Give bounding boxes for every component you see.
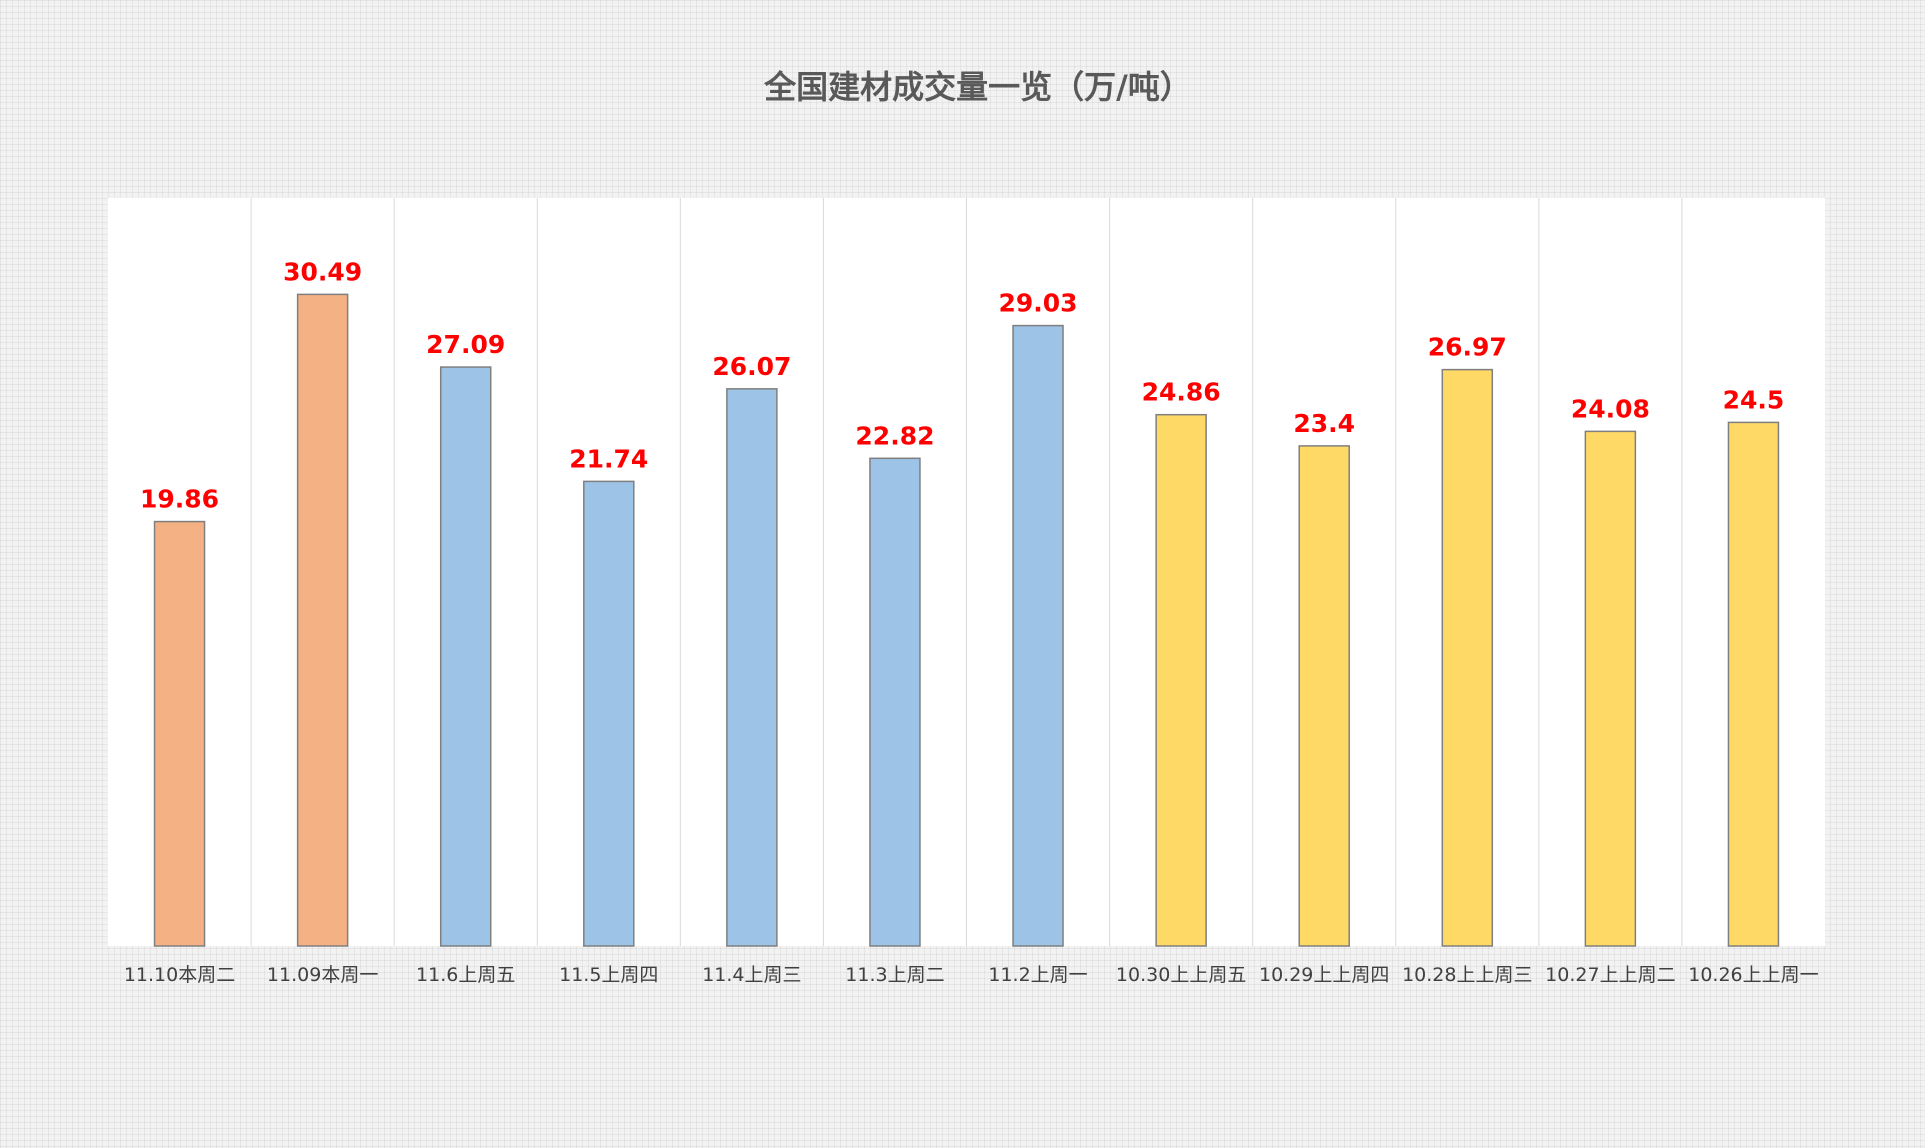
x-tick-label: 10.27上上周二 — [1545, 964, 1675, 986]
data-labels: 19.86 30.49 27.09 21.74 26.07 22.82 29.03 24.86… — [140, 257, 1784, 513]
bar — [869, 457, 921, 947]
grid — [250, 198, 1683, 946]
x-tick-label: 10.26上上周一 — [1688, 964, 1818, 986]
data-label: 26.97 — [1428, 333, 1507, 362]
bar — [153, 520, 206, 947]
bar — [1584, 430, 1637, 947]
x-tick-label: 11.10本周二 — [124, 964, 235, 986]
x-tick-label: 11.3上周二 — [845, 964, 944, 986]
x-tick-label: 11.5上周四 — [559, 964, 658, 986]
data-label: 24.86 — [1142, 378, 1221, 407]
bar — [439, 366, 492, 947]
data-label: 19.86 — [140, 485, 219, 514]
data-label: 24.08 — [1571, 394, 1650, 423]
bar — [1298, 445, 1350, 947]
x-tick-label: 10.28上上周三 — [1402, 964, 1532, 986]
data-label: 22.82 — [855, 421, 934, 450]
bar — [1727, 421, 1780, 947]
bar — [726, 388, 778, 947]
data-label: 30.49 — [283, 257, 362, 286]
x-tick-label: 11.09本周一 — [267, 964, 378, 986]
data-label: 21.74 — [569, 444, 648, 473]
x-tick-labels: 11.10本周二 11.09本周一 11.6上周五 11.5上周四 11.4上周三 11.… — [124, 964, 1819, 986]
bar — [296, 293, 349, 947]
bar — [583, 480, 635, 947]
x-tick-label: 11.6上周五 — [416, 964, 515, 986]
data-label: 23.4 — [1293, 409, 1355, 438]
x-tick-label: 11.2上周一 — [988, 964, 1087, 986]
bar — [1441, 368, 1494, 947]
data-label: 26.07 — [712, 352, 791, 381]
bars — [153, 293, 1780, 947]
bar — [1012, 324, 1064, 947]
bar — [1155, 413, 1207, 947]
x-tick-label: 11.4上周三 — [702, 964, 801, 986]
x-tick-label: 10.29上上周四 — [1259, 964, 1389, 986]
chart-title: 全国建材成交量一览（万/吨） — [763, 68, 1192, 106]
x-tick-label: 10.30上上周五 — [1116, 964, 1246, 986]
data-label: 27.09 — [426, 330, 505, 359]
data-label: 29.03 — [999, 289, 1078, 318]
data-label: 24.5 — [1723, 385, 1785, 414]
